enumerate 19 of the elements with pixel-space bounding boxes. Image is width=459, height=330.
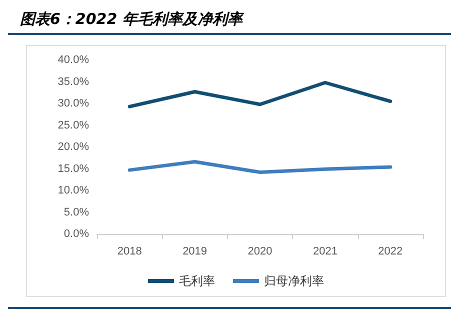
y-tick-label: 15.0% — [58, 162, 90, 175]
legend-label: 归母净利率 — [264, 274, 324, 288]
y-tick-label: 20.0% — [58, 141, 90, 153]
x-tick-label: 2020 — [248, 246, 272, 258]
line-series — [128, 160, 392, 174]
y-tick-label: 40.0% — [58, 54, 90, 66]
y-tick-label: 30.0% — [58, 98, 90, 110]
x-tick-label: 2018 — [117, 246, 142, 258]
y-tick-label: 5.0% — [64, 206, 90, 218]
chart-title: 图表6：2022 年毛利率及净利率 — [8, 8, 451, 35]
x-tick-label: 2021 — [312, 246, 338, 258]
y-tick-label: 0.0% — [64, 228, 90, 240]
x-tick-label: 2019 — [182, 246, 208, 258]
x-tick-label: 2022 — [378, 246, 403, 258]
y-tick-label: 10.0% — [58, 184, 90, 196]
y-tick-label: 35.0% — [58, 76, 90, 88]
legend-label: 毛利率 — [179, 274, 215, 288]
line-series — [128, 80, 392, 108]
y-tick-label: 25.0% — [58, 119, 90, 132]
